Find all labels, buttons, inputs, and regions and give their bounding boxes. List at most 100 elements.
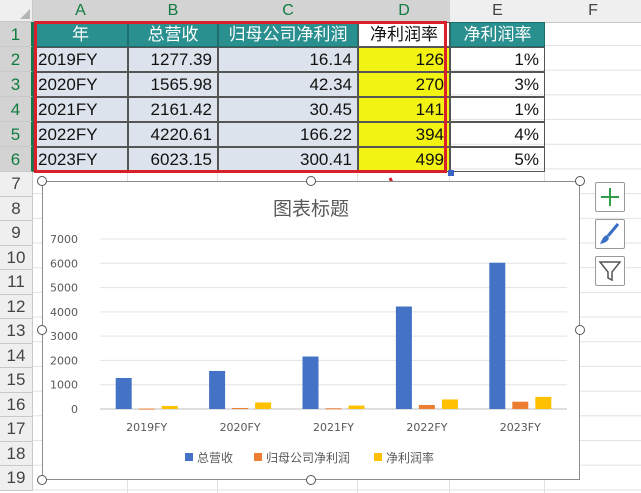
header-margin-raw[interactable]: 净利润率 (358, 22, 450, 47)
header-year[interactable]: 年 (33, 22, 128, 47)
cell-margin-raw[interactable]: 270 (358, 72, 450, 97)
chart-bar-margin[interactable] (161, 405, 178, 409)
chart-handle-top-left[interactable] (37, 176, 47, 186)
row-header-4[interactable]: 4 (0, 97, 33, 122)
select-all-corner[interactable] (0, 0, 33, 22)
cell-profit[interactable]: 166.22 (218, 122, 358, 147)
chart-y-tick-label: 1000 (50, 379, 78, 392)
column-header-f[interactable]: F (545, 0, 641, 23)
header-margin[interactable]: 净利润率 (450, 22, 545, 47)
legend-label[interactable]: 净利润率 (386, 450, 434, 465)
row-header-8[interactable]: 8 (0, 196, 33, 221)
chart-y-tick-label: 4000 (50, 306, 78, 319)
row-header-9[interactable]: 9 (0, 221, 33, 246)
header-profit[interactable]: 归母公司净利润 (218, 22, 358, 47)
legend-swatch (254, 453, 262, 461)
chart-bar-revenue[interactable] (115, 377, 132, 409)
chart-handle-left[interactable] (37, 325, 47, 335)
cell-margin[interactable]: 4% (450, 122, 545, 147)
row-header-11[interactable]: 11 (0, 270, 33, 295)
chart-bar-revenue[interactable] (302, 356, 319, 409)
row-header-19[interactable]: 19 (0, 466, 33, 491)
chart-y-tick-label: 3000 (50, 330, 78, 343)
chart-elements-button[interactable] (595, 182, 625, 212)
cell-margin-raw[interactable]: 141 (358, 97, 450, 122)
cell-margin[interactable]: 3% (450, 72, 545, 97)
chart-handle-bottom[interactable] (306, 475, 316, 485)
chart-y-tick-label: 6000 (50, 257, 78, 270)
chart-handle-bottom-left[interactable] (37, 475, 47, 485)
cell-margin[interactable]: 5% (450, 147, 545, 172)
row-header-2[interactable]: 2 (0, 47, 33, 72)
cell-year[interactable]: 2020FY (33, 72, 128, 97)
column-header-e[interactable]: E (450, 0, 546, 23)
cell-margin[interactable]: 1% (450, 97, 545, 122)
chart-bar-margin[interactable] (255, 402, 272, 409)
chart-bars (115, 262, 552, 410)
legend-label[interactable]: 归母公司净利润 (266, 451, 350, 465)
row-header-6[interactable]: 6 (0, 147, 33, 172)
row-header-15[interactable]: 15 (0, 368, 33, 393)
cell-revenue[interactable]: 2161.42 (128, 97, 218, 122)
plus-icon (601, 188, 619, 206)
row-header-13[interactable]: 13 (0, 319, 33, 344)
row-header-10[interactable]: 10 (0, 245, 33, 270)
cell-margin-raw[interactable]: 126 (358, 47, 450, 72)
cell-revenue[interactable]: 6023.15 (128, 147, 218, 172)
row-header-17[interactable]: 17 (0, 417, 33, 442)
chart-bar-revenue[interactable] (395, 306, 412, 409)
cell-profit[interactable]: 16.14 (218, 47, 358, 72)
chart-handle-top[interactable] (306, 176, 316, 186)
column-header-b[interactable]: B (128, 0, 219, 24)
row-header-7[interactable]: 7 (0, 172, 33, 197)
row-header-14[interactable]: 14 (0, 343, 33, 368)
cell-year[interactable]: 2023FY (33, 147, 128, 172)
chart-title[interactable]: 图表标题 (273, 198, 349, 220)
legend-swatch (185, 453, 193, 461)
cell-revenue[interactable]: 1565.98 (128, 72, 218, 97)
chart-x-tick-label: 2021FY (313, 421, 354, 434)
cell-margin[interactable]: 1% (450, 47, 545, 72)
chart-x-tick-label: 2019FY (126, 421, 167, 434)
brush-icon (600, 223, 620, 244)
cell-year[interactable]: 2019FY (33, 47, 128, 72)
chart-bar-margin[interactable] (441, 399, 458, 409)
chart-bar-profit[interactable] (512, 401, 529, 409)
filter-icon (598, 261, 622, 282)
row-header-5[interactable]: 5 (0, 122, 33, 147)
row-header-3[interactable]: 3 (0, 72, 33, 97)
chart-x-tick-label: 2022FY (406, 421, 447, 434)
row-header-1[interactable]: 1 (0, 22, 33, 47)
row-header-12[interactable]: 12 (0, 294, 33, 319)
cell-profit[interactable]: 42.34 (218, 72, 358, 97)
chart-filters-button[interactable] (595, 256, 625, 286)
chart-handle-right[interactable] (575, 325, 585, 335)
cell-revenue[interactable]: 1277.39 (128, 47, 218, 72)
chart-bar-profit[interactable] (138, 408, 155, 410)
chart-x-tick-label: 2020FY (220, 421, 261, 434)
cell-revenue[interactable]: 4220.61 (128, 122, 218, 147)
cell-year[interactable]: 2021FY (33, 97, 128, 122)
chart-bar-profit[interactable] (325, 408, 342, 410)
row-header-18[interactable]: 18 (0, 441, 33, 466)
row-header-16[interactable]: 16 (0, 392, 33, 417)
legend-label[interactable]: 总营收 (197, 451, 233, 465)
chart[interactable]: 图表标题 0 1000 2000 3000 4000 5000 6000 7000 2019F… (42, 181, 580, 480)
cell-year[interactable]: 2022FY (33, 122, 128, 147)
chart-styles-button[interactable] (595, 219, 625, 249)
cell-profit[interactable]: 300.41 (218, 147, 358, 172)
chart-bar-profit[interactable] (232, 407, 249, 409)
chart-bar-margin[interactable] (348, 405, 365, 409)
cell-margin-raw[interactable]: 499 (358, 147, 450, 172)
chart-bar-profit[interactable] (418, 404, 435, 409)
fill-handle[interactable] (448, 170, 454, 176)
selection-outline (34, 21, 447, 173)
chart-bar-revenue[interactable] (209, 370, 226, 409)
chart-bar-revenue[interactable] (489, 262, 506, 409)
chart-handle-top-right[interactable] (575, 176, 585, 186)
cell-profit[interactable]: 30.45 (218, 97, 358, 122)
header-revenue[interactable]: 总营收 (128, 22, 218, 47)
cell-margin-raw[interactable]: 394 (358, 122, 450, 147)
chart-bar-margin[interactable] (535, 396, 552, 409)
chart-y-tick-label: 0 (71, 403, 78, 416)
